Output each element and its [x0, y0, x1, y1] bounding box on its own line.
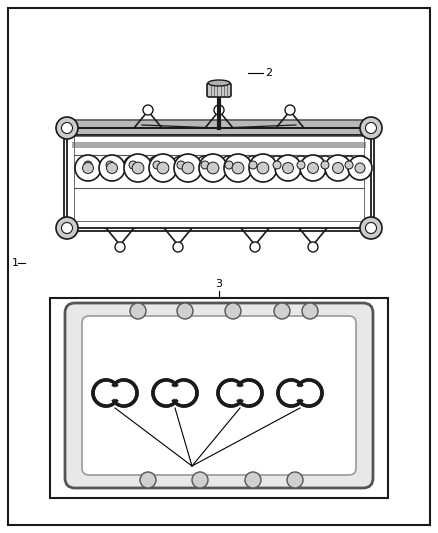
- Circle shape: [143, 105, 153, 115]
- Circle shape: [173, 242, 183, 252]
- Circle shape: [61, 222, 73, 233]
- Circle shape: [257, 162, 269, 174]
- Circle shape: [61, 123, 73, 133]
- FancyBboxPatch shape: [67, 120, 371, 144]
- Circle shape: [278, 380, 304, 406]
- Circle shape: [93, 380, 119, 406]
- Circle shape: [124, 156, 142, 174]
- Circle shape: [307, 163, 318, 173]
- Circle shape: [232, 162, 244, 174]
- Circle shape: [153, 161, 161, 169]
- Ellipse shape: [208, 80, 230, 86]
- Circle shape: [300, 155, 326, 181]
- Circle shape: [171, 380, 197, 406]
- Circle shape: [365, 222, 377, 233]
- Circle shape: [140, 472, 156, 488]
- Bar: [72, 142, 366, 148]
- Circle shape: [214, 105, 224, 115]
- Circle shape: [273, 161, 281, 169]
- Circle shape: [132, 162, 144, 174]
- Circle shape: [220, 156, 238, 174]
- Circle shape: [124, 154, 152, 182]
- Circle shape: [345, 161, 353, 169]
- Circle shape: [321, 161, 329, 169]
- Circle shape: [84, 161, 92, 169]
- Bar: [291, 381, 309, 405]
- Circle shape: [130, 303, 146, 319]
- Circle shape: [360, 217, 382, 239]
- Circle shape: [82, 163, 93, 173]
- Circle shape: [101, 156, 119, 174]
- Circle shape: [75, 155, 101, 181]
- Bar: [106, 381, 124, 405]
- Circle shape: [172, 156, 190, 174]
- Bar: [50, 298, 388, 498]
- Circle shape: [199, 154, 227, 182]
- Circle shape: [99, 155, 125, 181]
- Circle shape: [316, 156, 334, 174]
- Circle shape: [148, 156, 166, 174]
- Circle shape: [283, 163, 293, 173]
- Circle shape: [292, 156, 310, 174]
- Circle shape: [225, 303, 241, 319]
- Circle shape: [201, 161, 209, 169]
- Text: 2: 2: [265, 68, 272, 78]
- Circle shape: [56, 117, 78, 139]
- Circle shape: [325, 155, 351, 181]
- Circle shape: [287, 472, 303, 488]
- Circle shape: [297, 161, 305, 169]
- Circle shape: [348, 156, 372, 180]
- Circle shape: [225, 161, 233, 169]
- Circle shape: [236, 380, 262, 406]
- FancyBboxPatch shape: [65, 303, 373, 488]
- Circle shape: [275, 155, 301, 181]
- Circle shape: [360, 117, 382, 139]
- Circle shape: [111, 380, 137, 406]
- Circle shape: [106, 161, 114, 169]
- Circle shape: [355, 163, 365, 173]
- Circle shape: [207, 162, 219, 174]
- FancyBboxPatch shape: [64, 135, 374, 231]
- Circle shape: [177, 303, 193, 319]
- Circle shape: [224, 154, 252, 182]
- Circle shape: [79, 156, 97, 174]
- Circle shape: [250, 242, 260, 252]
- Text: 1: 1: [12, 258, 19, 268]
- Circle shape: [308, 242, 318, 252]
- Circle shape: [177, 161, 185, 169]
- Circle shape: [340, 156, 358, 174]
- Circle shape: [115, 242, 125, 252]
- Circle shape: [249, 154, 277, 182]
- Circle shape: [129, 161, 137, 169]
- Circle shape: [218, 380, 244, 406]
- Circle shape: [196, 156, 214, 174]
- Circle shape: [285, 105, 295, 115]
- Circle shape: [296, 380, 322, 406]
- FancyBboxPatch shape: [207, 83, 231, 97]
- Circle shape: [268, 156, 286, 174]
- Bar: [231, 381, 249, 405]
- Circle shape: [192, 472, 208, 488]
- Circle shape: [302, 303, 318, 319]
- Circle shape: [244, 156, 262, 174]
- Bar: [166, 381, 184, 405]
- Circle shape: [157, 162, 169, 174]
- Circle shape: [249, 161, 257, 169]
- Circle shape: [332, 163, 343, 173]
- Circle shape: [56, 217, 78, 239]
- Circle shape: [274, 303, 290, 319]
- Circle shape: [182, 162, 194, 174]
- FancyBboxPatch shape: [82, 316, 356, 475]
- Text: 4: 4: [188, 466, 195, 476]
- Circle shape: [149, 154, 177, 182]
- Circle shape: [106, 163, 117, 173]
- Circle shape: [153, 380, 179, 406]
- Circle shape: [174, 154, 202, 182]
- Text: 3: 3: [215, 279, 223, 289]
- Circle shape: [245, 472, 261, 488]
- Circle shape: [365, 123, 377, 133]
